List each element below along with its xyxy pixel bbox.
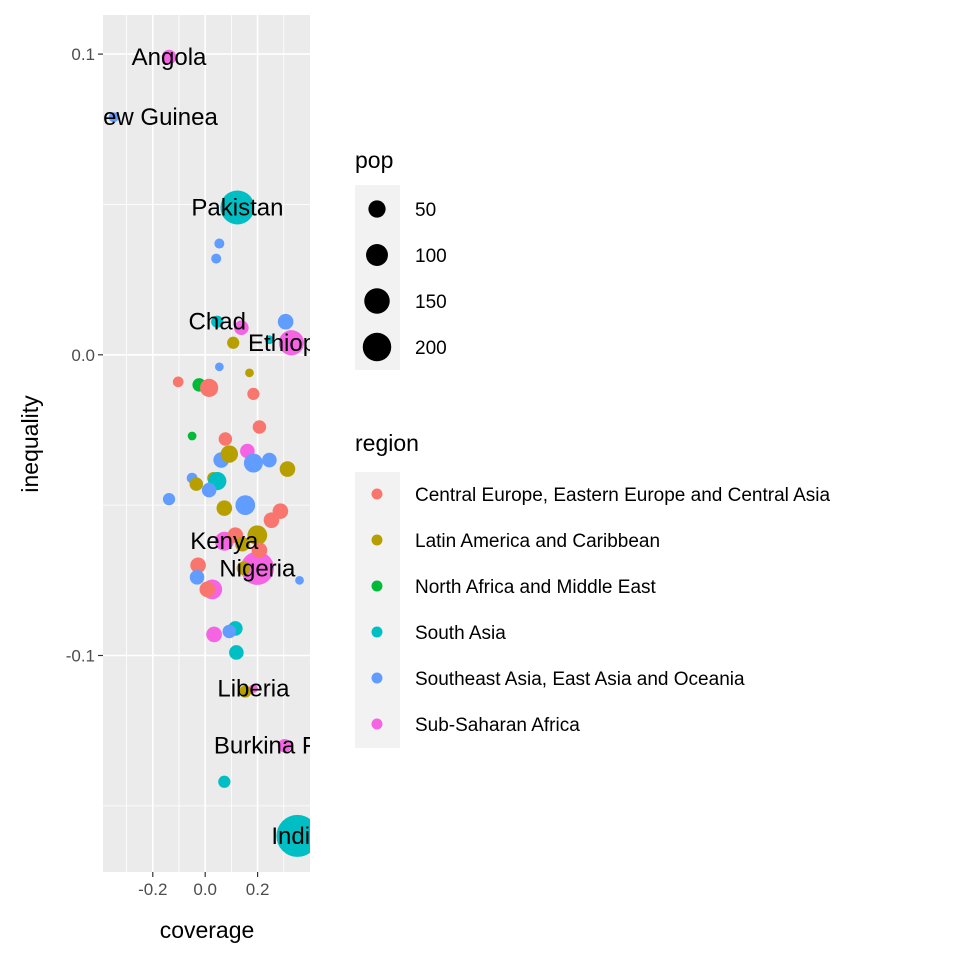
point-label: Nigeria <box>219 555 296 582</box>
point-label: Angola <box>132 44 207 71</box>
y-tick-label: -0.1 <box>66 646 95 665</box>
data-point <box>189 570 205 585</box>
data-point <box>218 775 231 788</box>
data-point <box>187 431 197 441</box>
color-legend-key <box>371 580 383 592</box>
size-legend-key <box>362 332 392 362</box>
point-label: Burkina Faso <box>214 733 355 760</box>
size-legend-key <box>364 288 390 314</box>
size-legend-label: 100 <box>415 246 447 267</box>
data-point <box>234 320 249 336</box>
data-point <box>239 685 252 698</box>
size-legend-label: 150 <box>415 292 447 313</box>
color-legend-key <box>371 672 383 684</box>
data-point <box>247 525 268 546</box>
size-legend-title: pop <box>355 147 393 173</box>
color-legend-key <box>371 534 383 546</box>
data-point <box>262 452 277 468</box>
data-point <box>227 336 240 349</box>
color-legend-label: Southeast Asia, East Asia and Oceania <box>415 669 745 690</box>
data-point <box>240 551 274 585</box>
data-point <box>220 190 255 225</box>
x-tick-label: 0.0 <box>193 880 217 899</box>
data-point <box>216 500 233 516</box>
size-legend-key <box>366 244 388 266</box>
x-axis-title: coverage <box>160 917 255 943</box>
point-label: Papua New Guinea <box>10 104 219 131</box>
data-point <box>252 420 267 434</box>
data-point <box>251 542 268 559</box>
color-legend-keys <box>355 472 400 748</box>
color-legend-label: Central Europe, Eastern Europe and Centr… <box>415 485 831 506</box>
data-point <box>161 49 177 65</box>
data-point <box>277 738 292 753</box>
data-point <box>218 432 233 446</box>
data-point <box>222 624 237 639</box>
data-point <box>190 557 206 574</box>
point-label: Kenya <box>190 528 259 555</box>
data-point <box>278 330 305 356</box>
data-point <box>279 461 296 477</box>
data-point <box>236 561 251 576</box>
data-point <box>277 313 294 330</box>
y-tick-label: 0.0 <box>71 346 95 365</box>
data-point <box>245 368 254 378</box>
data-point <box>214 238 225 249</box>
data-point <box>265 335 274 345</box>
x-tick-label: 0.2 <box>246 880 270 899</box>
data-point <box>247 387 260 400</box>
size-legend-label: 200 <box>415 338 447 359</box>
data-point <box>162 493 176 506</box>
data-point <box>108 112 119 123</box>
x-tick-label: -0.2 <box>138 880 167 899</box>
color-legend-label: Latin America and Caribbean <box>415 531 660 552</box>
point-label: Liberia <box>217 676 290 703</box>
color-legend-key <box>371 718 383 730</box>
data-point <box>243 453 263 473</box>
color-legend-label: North Africa and Middle East <box>415 577 657 598</box>
size-legend-key <box>368 200 386 218</box>
data-point <box>189 477 204 491</box>
y-tick-label: 0.1 <box>71 45 95 64</box>
point-label: Ethiopia <box>248 330 335 357</box>
data-point <box>172 376 184 388</box>
data-point <box>200 378 219 397</box>
data-point <box>263 512 280 528</box>
color-legend-label: Sub-Saharan Africa <box>415 715 580 736</box>
data-point <box>295 575 304 585</box>
data-point <box>220 445 239 463</box>
data-point <box>201 482 217 498</box>
point-label: Pakistan <box>191 194 283 221</box>
data-point <box>235 495 256 516</box>
data-point <box>214 362 224 372</box>
size-legend-label: 50 <box>415 200 436 221</box>
data-point <box>276 814 310 857</box>
point-label: Chad <box>189 309 246 336</box>
color-legend-label: South Asia <box>415 623 506 644</box>
data-point <box>211 315 224 328</box>
point-label: India <box>271 823 324 850</box>
data-point <box>229 645 244 660</box>
plot-panel <box>103 15 310 872</box>
color-legend-key <box>371 488 383 500</box>
color-legend-key <box>371 626 383 638</box>
data-point <box>235 536 250 552</box>
color-legend-title: region <box>355 430 419 456</box>
data-point <box>211 253 222 264</box>
data-point <box>199 581 216 598</box>
data-point <box>206 626 222 643</box>
y-axis-title: inequality <box>17 395 43 493</box>
